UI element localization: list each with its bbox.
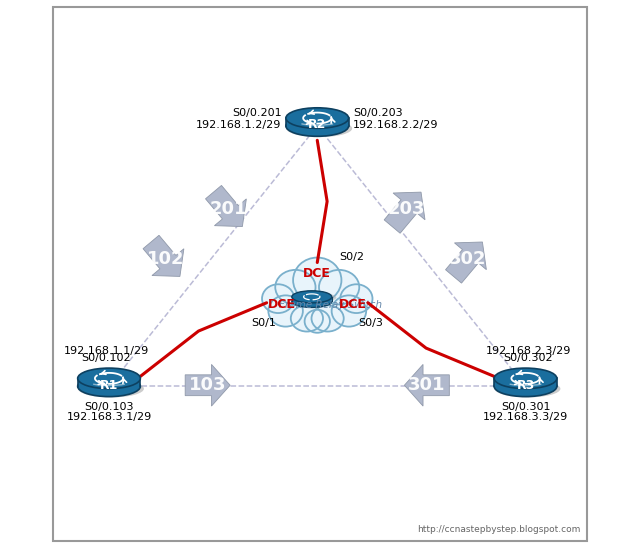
Text: S0/0.103: S0/0.103	[84, 402, 134, 412]
Text: S0/1: S0/1	[252, 318, 276, 328]
Ellipse shape	[286, 108, 349, 128]
Text: S0/0.102: S0/0.102	[81, 353, 131, 363]
Ellipse shape	[294, 293, 336, 302]
FancyArrow shape	[384, 192, 425, 233]
FancyArrow shape	[445, 242, 486, 283]
Text: 302: 302	[449, 250, 486, 268]
Ellipse shape	[286, 119, 352, 137]
Ellipse shape	[305, 310, 330, 333]
Text: S0/0.201: S0/0.201	[232, 107, 282, 118]
Ellipse shape	[495, 380, 561, 397]
Text: 192.168.3.1/29: 192.168.3.1/29	[67, 412, 152, 422]
Text: DCE: DCE	[303, 267, 331, 279]
Text: 203: 203	[388, 201, 426, 218]
Ellipse shape	[262, 284, 294, 313]
Ellipse shape	[291, 305, 323, 332]
Ellipse shape	[292, 295, 332, 307]
FancyArrow shape	[143, 235, 184, 276]
Text: S0/0.301: S0/0.301	[500, 402, 550, 412]
Text: DCE: DCE	[339, 298, 367, 311]
Ellipse shape	[77, 368, 140, 389]
Ellipse shape	[286, 116, 349, 136]
Text: R2: R2	[308, 118, 326, 132]
Text: 192.168.1.2/29: 192.168.1.2/29	[196, 119, 282, 130]
Ellipse shape	[292, 291, 332, 303]
Text: DCE: DCE	[268, 298, 296, 311]
Text: http://ccnastepbystep.blogspot.com: http://ccnastepbystep.blogspot.com	[417, 526, 580, 534]
Ellipse shape	[494, 376, 557, 397]
FancyArrow shape	[185, 364, 230, 406]
FancyBboxPatch shape	[52, 7, 588, 541]
FancyBboxPatch shape	[292, 297, 332, 301]
Text: 192.168.1.1/29: 192.168.1.1/29	[63, 346, 149, 356]
Ellipse shape	[268, 295, 303, 327]
Text: 192.168.2.2/29: 192.168.2.2/29	[353, 119, 438, 130]
FancyArrow shape	[404, 364, 449, 406]
Ellipse shape	[312, 305, 344, 332]
Ellipse shape	[494, 368, 557, 389]
Text: 192.168.2.3/29: 192.168.2.3/29	[486, 346, 571, 356]
FancyArrow shape	[205, 185, 246, 226]
Text: 192.168.3.3/29: 192.168.3.3/29	[483, 412, 568, 422]
Text: S0/0.302: S0/0.302	[504, 353, 553, 363]
Text: S0/0.203: S0/0.203	[353, 107, 403, 118]
Ellipse shape	[340, 284, 372, 313]
Text: R1: R1	[100, 379, 118, 392]
FancyBboxPatch shape	[494, 378, 557, 386]
Text: 102: 102	[147, 250, 184, 268]
Text: S0/2: S0/2	[339, 252, 364, 262]
Text: 103: 103	[189, 376, 227, 394]
Ellipse shape	[332, 295, 366, 327]
Text: R3: R3	[516, 379, 534, 392]
FancyBboxPatch shape	[77, 378, 140, 386]
Text: S0/3: S0/3	[358, 318, 383, 328]
Ellipse shape	[319, 270, 359, 305]
Text: 201: 201	[209, 201, 246, 218]
FancyBboxPatch shape	[286, 118, 349, 126]
Ellipse shape	[77, 376, 140, 397]
Ellipse shape	[275, 270, 316, 305]
Ellipse shape	[78, 380, 144, 397]
Text: Frame Relay Switch: Frame Relay Switch	[280, 300, 383, 310]
Text: 301: 301	[408, 376, 445, 394]
Ellipse shape	[293, 258, 341, 302]
